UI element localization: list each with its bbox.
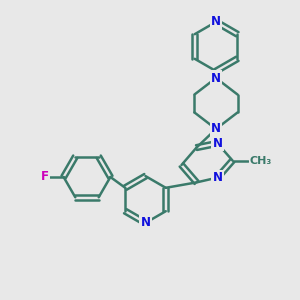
Text: N: N: [211, 15, 221, 28]
Text: N: N: [140, 216, 151, 230]
Text: N: N: [212, 171, 223, 184]
Text: CH₃: CH₃: [250, 155, 272, 166]
Text: N: N: [211, 71, 221, 85]
Text: F: F: [41, 170, 49, 184]
Text: N: N: [211, 122, 221, 136]
Text: N: N: [212, 137, 223, 150]
